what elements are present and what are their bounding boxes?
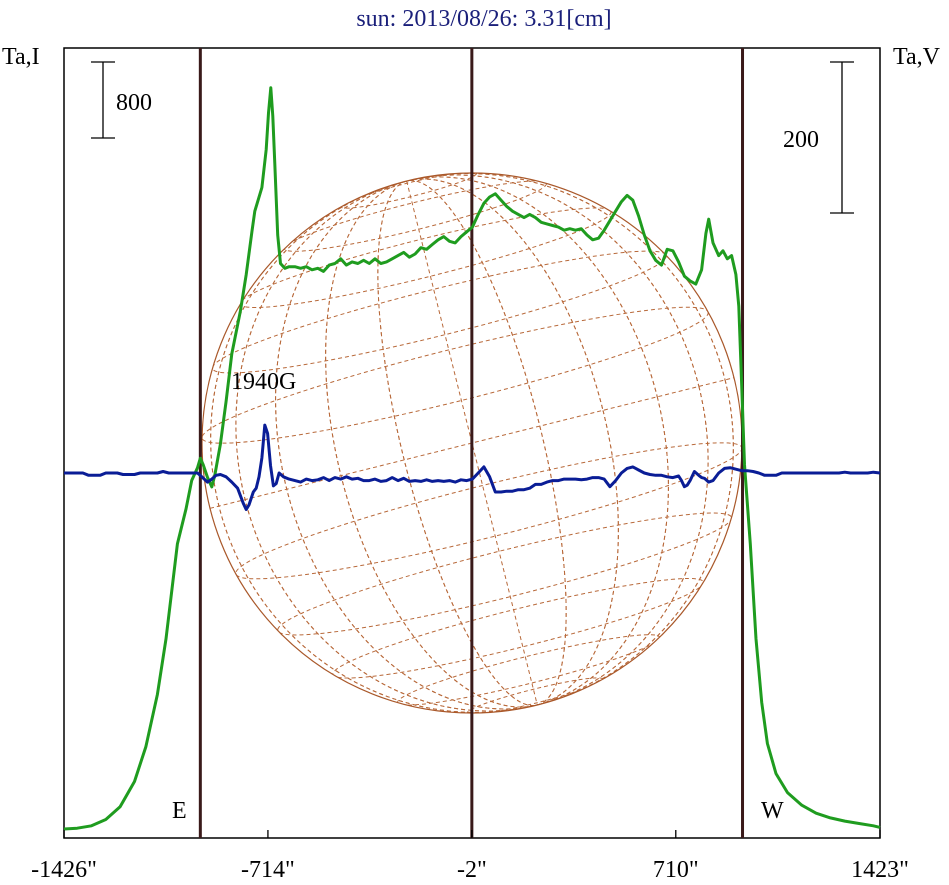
vertical-markers — [198, 48, 745, 838]
x-tick-label: -714" — [241, 857, 295, 883]
x-tick-label: 710" — [653, 857, 699, 883]
series-lines — [63, 86, 881, 831]
x-tick-label: -1426" — [31, 857, 97, 883]
scale-bars — [91, 61, 854, 214]
marker-west: W — [761, 798, 784, 824]
left-axis-label: Ta,I — [2, 44, 40, 70]
scale-bar-i — [91, 61, 115, 139]
scale-bar-v-label: 200 — [783, 127, 819, 153]
series-V-line — [64, 423, 881, 511]
marker-east: E — [172, 798, 187, 824]
series-I-line — [63, 86, 881, 831]
annotation-1940g: 1940G — [231, 369, 296, 395]
x-axis-ticks: -1426" -714" -2" 710" 1423" — [31, 830, 909, 883]
scale-bar-i-label: 800 — [116, 90, 152, 116]
latitude-line — [397, 634, 661, 706]
meridian-line — [235, 174, 709, 712]
scale-bar-v — [830, 61, 854, 214]
x-tick-label: 1423" — [851, 857, 909, 883]
chart-title: sun: 2013/08/26: 3.31[cm] — [356, 6, 611, 32]
latitude-line — [332, 577, 704, 679]
right-axis-label: Ta,V — [893, 44, 941, 70]
x-tick-label: -2" — [457, 857, 487, 883]
